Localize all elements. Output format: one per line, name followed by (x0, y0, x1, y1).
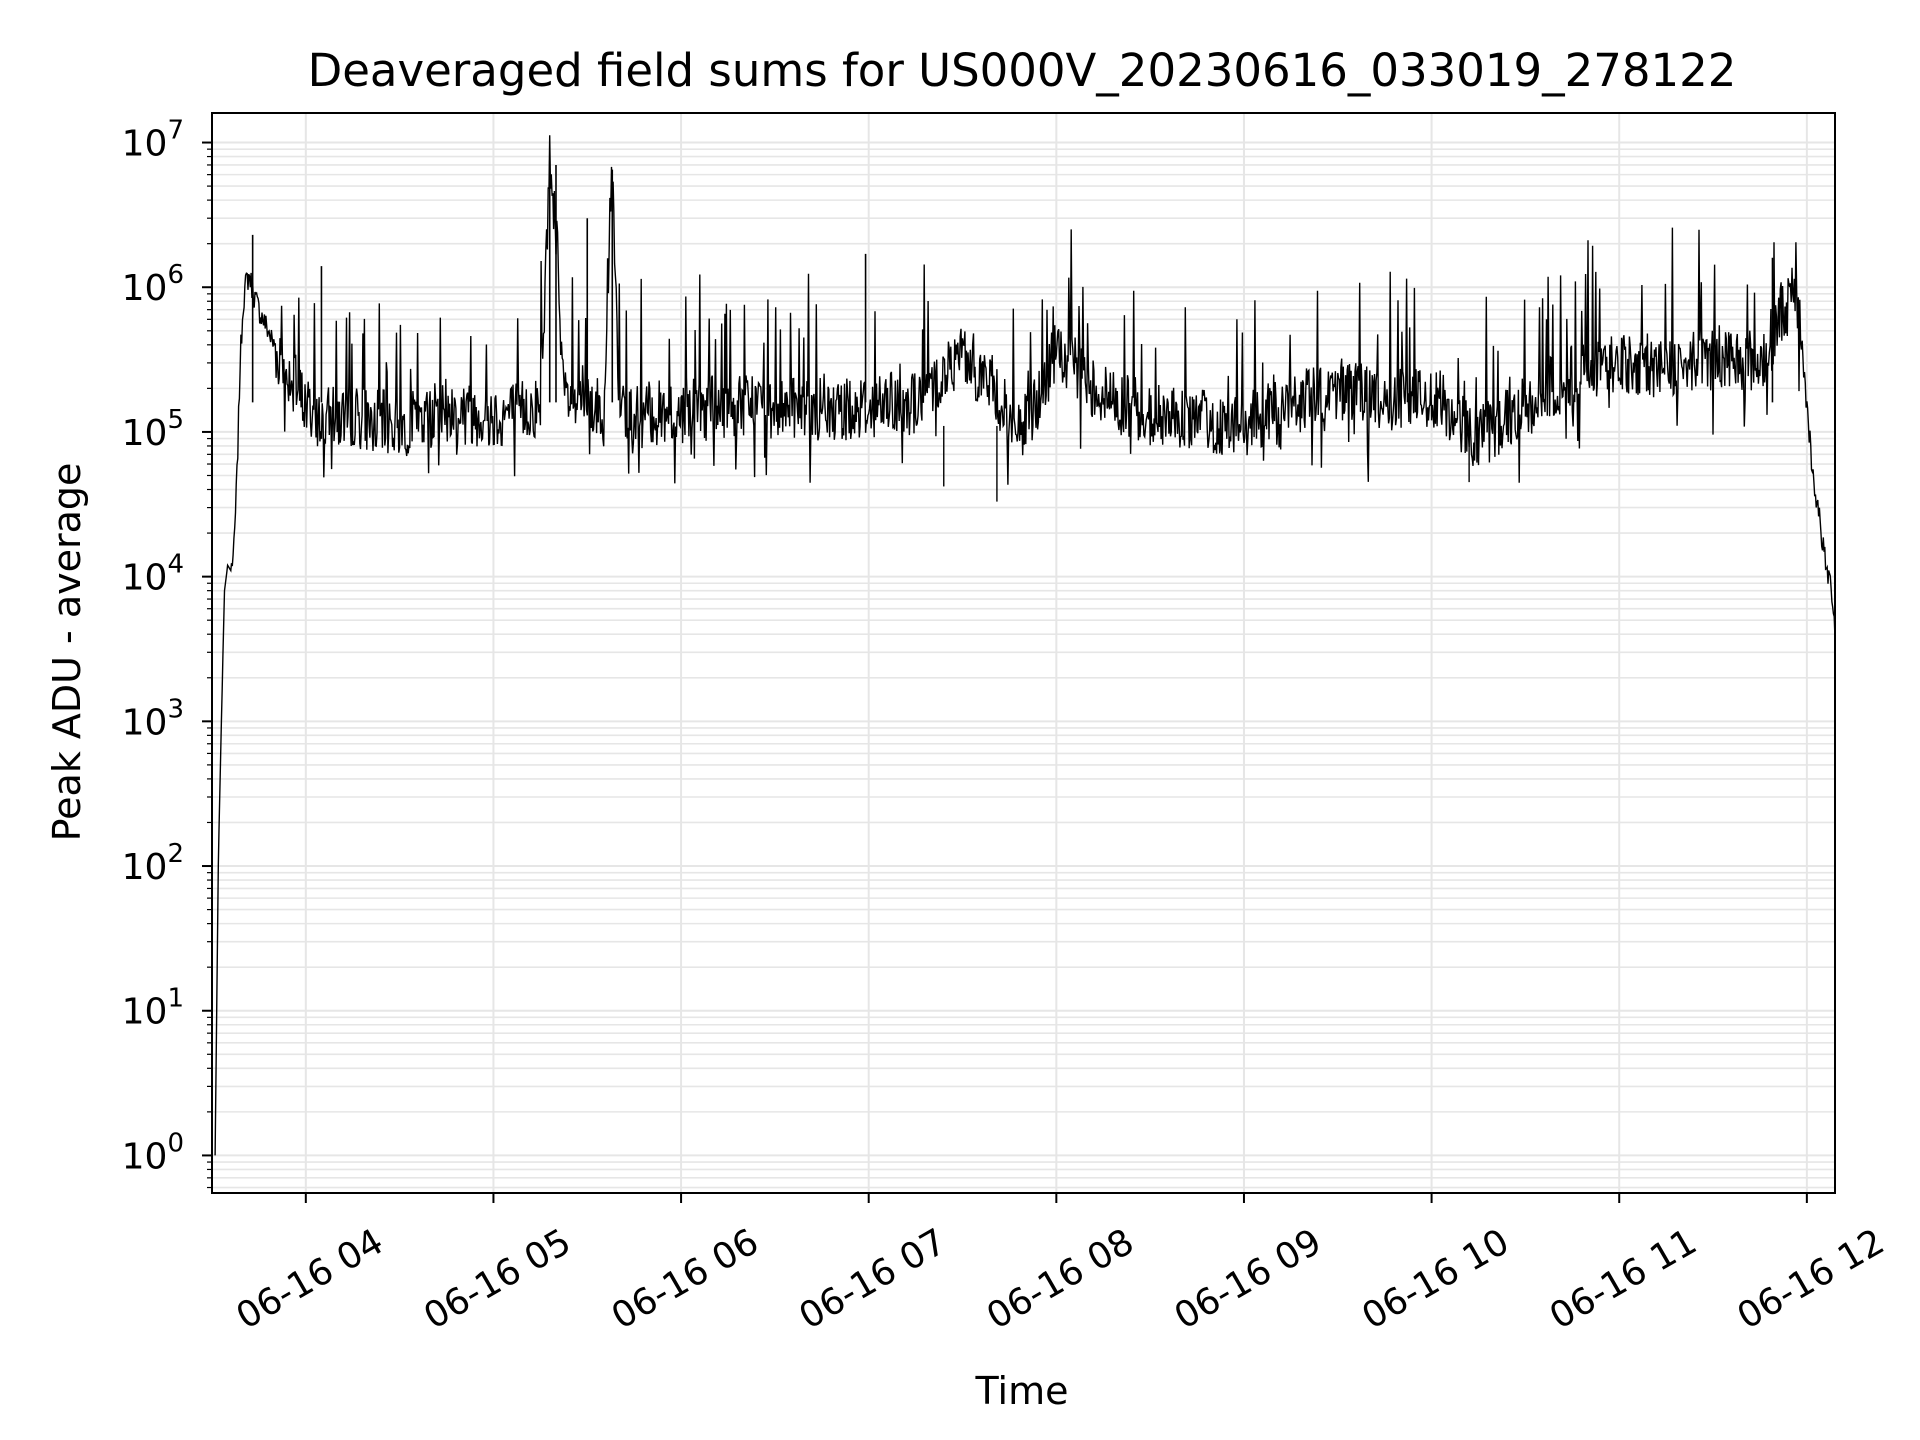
series-line (214, 135, 1836, 1156)
y-axis-label: Peak ADU - average (45, 463, 89, 842)
y-tick-label: 107 (122, 116, 184, 165)
spikes (251, 160, 1774, 502)
x-tick-label: 06-16 04 (230, 1221, 391, 1337)
x-tick-label: 06-16 05 (417, 1221, 578, 1337)
y-tick-label: 104 (122, 550, 184, 599)
x-tick-label: 06-16 11 (1543, 1221, 1704, 1337)
y-tick-label: 100 (122, 1128, 184, 1177)
y-tick-label: 101 (122, 984, 184, 1033)
x-tick-label: 06-16 06 (605, 1221, 766, 1337)
y-tick-label: 105 (122, 405, 184, 454)
x-axis: 06-16 04 06-16 05 06-16 06 06-16 07 06-16 08… (230, 1193, 1892, 1338)
plot-area (211, 112, 1836, 1194)
y-tick-label: 102 (122, 839, 184, 888)
x-tick-label: 06-16 08 (980, 1221, 1141, 1337)
y-tick-label: 103 (122, 694, 184, 743)
x-tick-label: 06-16 07 (793, 1221, 954, 1337)
chart-title: Deaveraged field sums for US000V_2023061… (308, 44, 1737, 97)
x-axis-label: Time (975, 1369, 1069, 1413)
grid (212, 113, 1835, 1193)
x-tick-label: 06-16 12 (1731, 1221, 1892, 1337)
x-tick-label: 06-16 09 (1168, 1221, 1329, 1337)
x-tick-label: 06-16 10 (1355, 1221, 1516, 1337)
y-axis: 100 101 102 103 104 105 106 107 (122, 116, 212, 1189)
y-tick-label: 106 (122, 260, 184, 309)
